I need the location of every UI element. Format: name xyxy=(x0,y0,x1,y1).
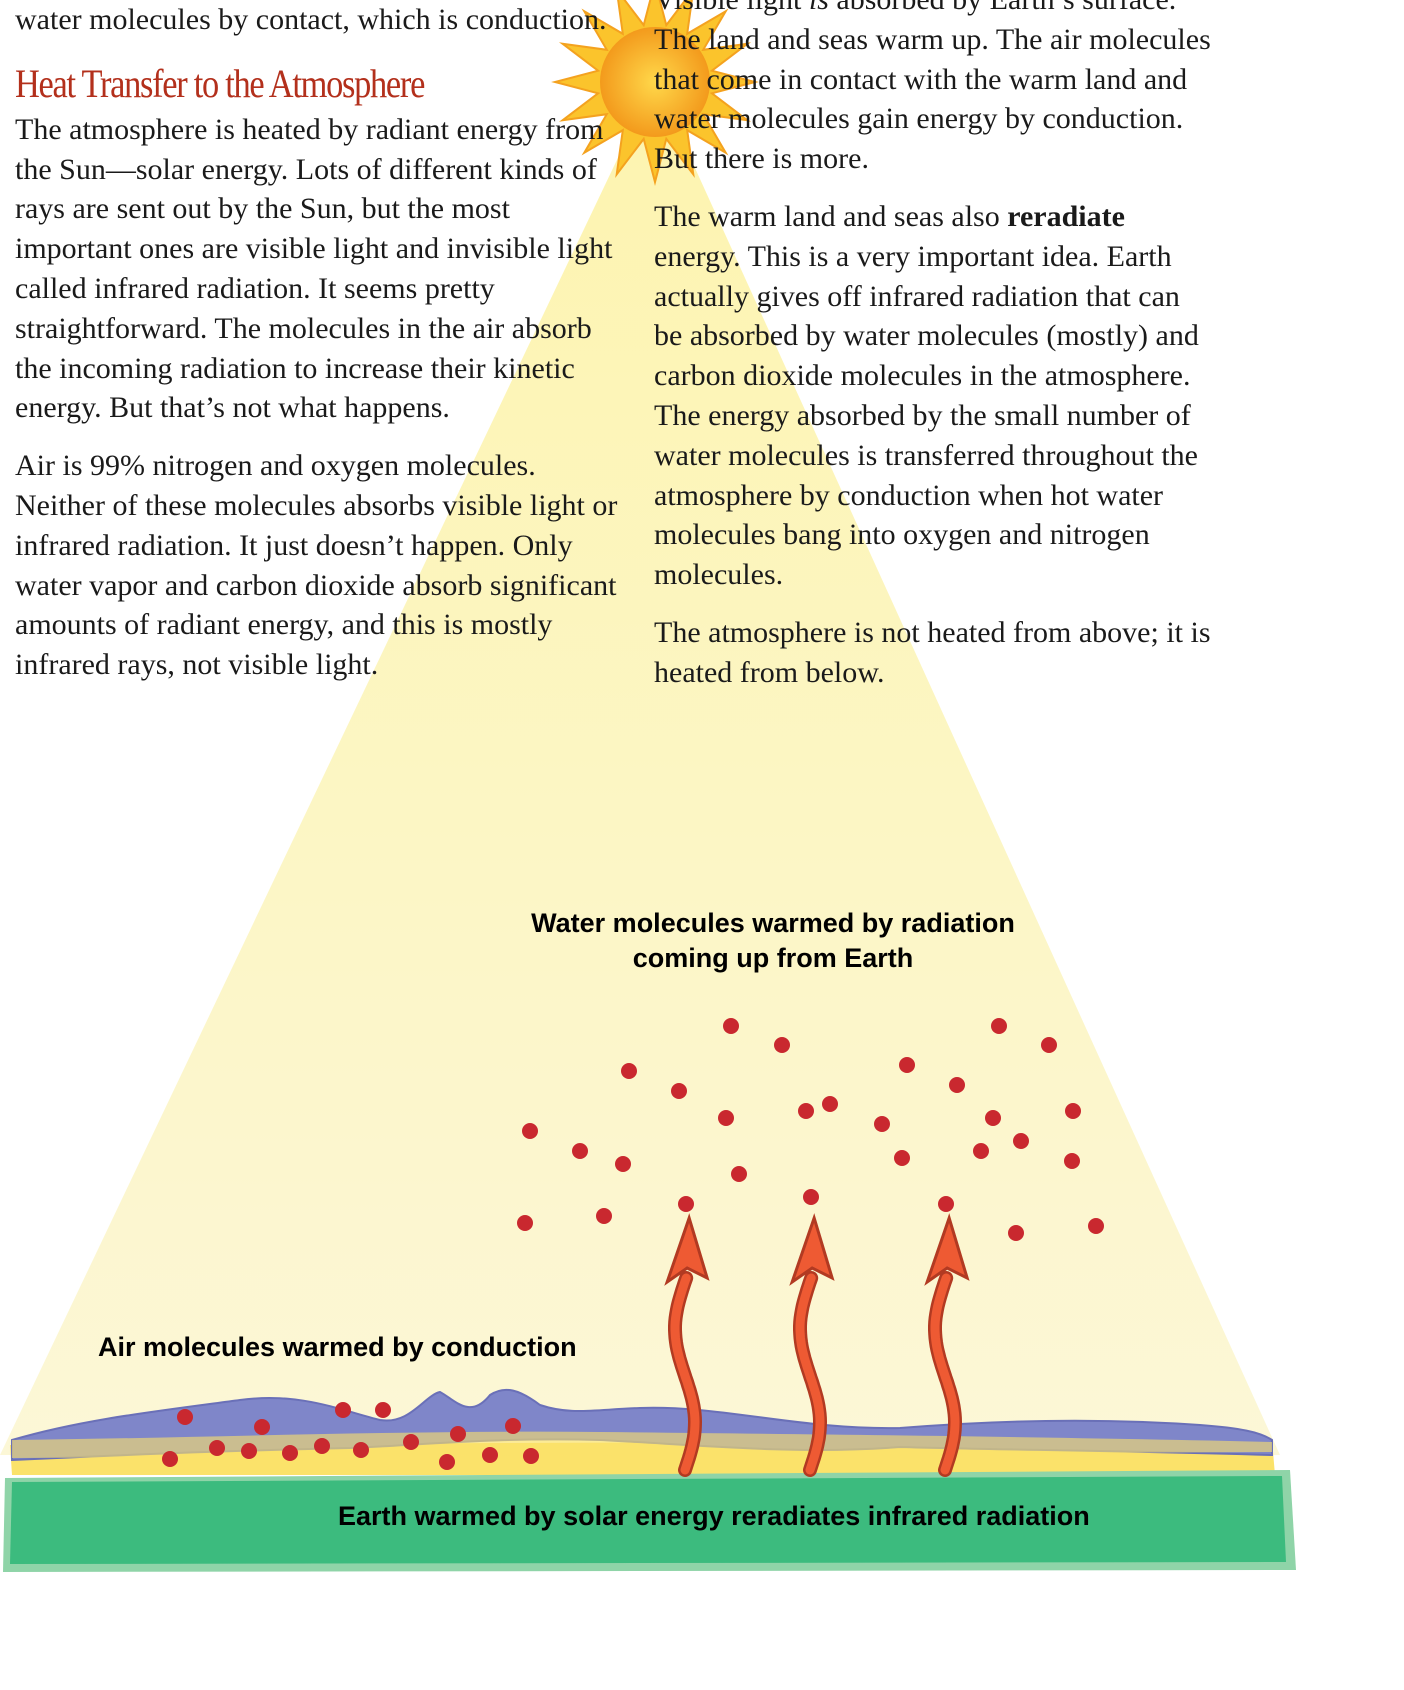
molecule xyxy=(874,1116,890,1132)
molecule xyxy=(973,1143,989,1159)
emphasis: is xyxy=(809,0,829,16)
molecule xyxy=(723,1018,739,1034)
paragraph: Air is 99% nitrogen and oxygen molecules… xyxy=(15,449,618,682)
molecule xyxy=(671,1083,687,1099)
molecule xyxy=(678,1196,694,1212)
arrows xyxy=(664,1213,970,1477)
molecule xyxy=(894,1150,910,1166)
molecule xyxy=(1013,1133,1029,1149)
sun-beam xyxy=(0,80,1280,1455)
molecule xyxy=(774,1037,790,1053)
molecule xyxy=(177,1409,193,1425)
molecule xyxy=(517,1215,533,1231)
molecule xyxy=(209,1440,225,1456)
molecule xyxy=(522,1123,538,1139)
heading: Heat Transfer to the Atmosphere xyxy=(15,60,425,106)
molecule xyxy=(1065,1103,1081,1119)
water-label: coming up from Earth xyxy=(633,943,914,973)
paragraph: water molecules by contact, which is con… xyxy=(15,3,607,36)
molecules xyxy=(162,1018,1104,1470)
molecule xyxy=(314,1438,330,1454)
paragraph: The atmosphere is not heated from above;… xyxy=(654,613,1214,693)
molecule xyxy=(803,1189,819,1205)
molecule xyxy=(899,1057,915,1073)
paragraph: The warm land and seas also reradiate en… xyxy=(654,197,1214,595)
molecule xyxy=(1064,1153,1080,1169)
text: The warm land and seas also xyxy=(654,199,1008,233)
arrow-head xyxy=(789,1213,835,1286)
sun-disk xyxy=(600,27,710,137)
water-label: Water molecules warmed by radiation xyxy=(531,908,1015,938)
molecule xyxy=(450,1426,466,1442)
text: The atmosphere is not heated from above;… xyxy=(654,615,1211,689)
molecule xyxy=(572,1143,588,1159)
earth-label: Earth warmed by solar energy reradiates … xyxy=(338,1501,1090,1531)
molecule xyxy=(985,1110,1001,1126)
molecule xyxy=(241,1443,257,1459)
molecule xyxy=(718,1110,734,1126)
sun xyxy=(551,0,759,186)
molecule xyxy=(439,1454,455,1470)
molecule xyxy=(505,1418,521,1434)
paragraph: Visible light is absorbed by Earth’s sur… xyxy=(654,0,1214,179)
molecule xyxy=(731,1166,747,1182)
molecule xyxy=(353,1442,369,1458)
arrow-head xyxy=(664,1213,710,1286)
earth xyxy=(10,1476,1286,1564)
molecule xyxy=(798,1103,814,1119)
text: Visible light xyxy=(654,0,809,16)
molecule xyxy=(335,1402,351,1418)
molecule xyxy=(938,1196,954,1212)
molecule xyxy=(254,1419,270,1435)
molecule xyxy=(621,1063,637,1079)
air-label: Air molecules warmed by conduction xyxy=(98,1332,577,1362)
molecule xyxy=(375,1402,391,1418)
molecule xyxy=(1088,1218,1104,1234)
molecule xyxy=(596,1208,612,1224)
bold-term: reradiate xyxy=(1007,199,1125,233)
molecule xyxy=(1008,1225,1024,1241)
molecule xyxy=(403,1434,419,1450)
molecule xyxy=(991,1018,1007,1034)
molecule xyxy=(822,1096,838,1112)
molecule xyxy=(615,1156,631,1172)
left-column: water molecules by contact, which is con… xyxy=(15,0,620,703)
arrow-body xyxy=(670,1273,700,1475)
molecule xyxy=(482,1447,498,1463)
text: absorbed by Earth’s surface. The land an… xyxy=(654,0,1211,176)
molecule xyxy=(949,1077,965,1093)
arrow-head xyxy=(924,1213,970,1286)
text: energy. This is a very important idea. E… xyxy=(654,239,1199,592)
molecule xyxy=(1041,1037,1057,1053)
paragraph: The atmosphere is heated by radiant ener… xyxy=(15,112,613,425)
molecule xyxy=(523,1448,539,1464)
molecule xyxy=(282,1445,298,1461)
right-column: Visible light is absorbed by Earth’s sur… xyxy=(654,0,1214,711)
molecule xyxy=(162,1451,178,1467)
arrow-body xyxy=(930,1273,960,1475)
arrow-body xyxy=(795,1273,825,1475)
